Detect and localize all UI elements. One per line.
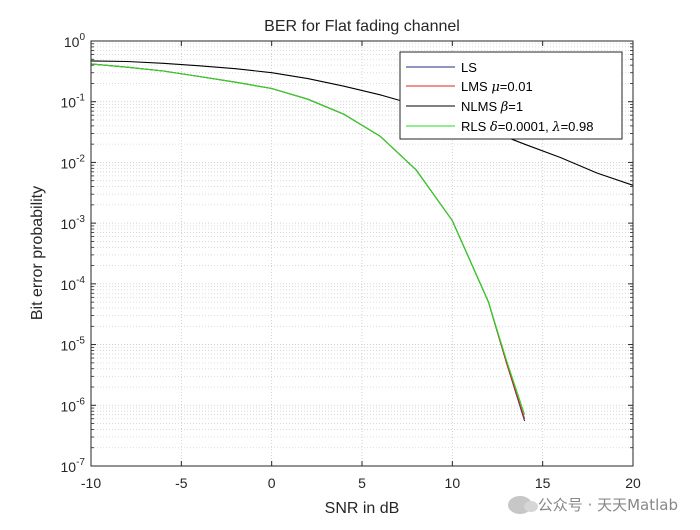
- legend-label-nlms: NLMS β=1: [461, 99, 523, 115]
- legend-label-rls: RLS δ=0.0001, λ=0.98: [461, 119, 593, 135]
- watermark: 公众号 · 天天Matlab: [507, 494, 678, 515]
- legend-item-rls: RLS δ=0.0001, λ=0.98: [406, 119, 593, 135]
- legend-item-nlms: NLMS β=1: [406, 99, 523, 115]
- series-rls-line: [90, 63, 526, 415]
- x-axis-label: SNR in dB: [325, 500, 400, 517]
- legend-label-ls: LS: [461, 60, 477, 75]
- y-tick-label: 10-2: [61, 153, 86, 171]
- legend: LS LMS μ=0.01 NLMS β=1 RLS δ=0.0001, λ=0…: [399, 51, 623, 140]
- legend-label-lms: LMS μ=0.01: [461, 79, 533, 95]
- y-tick-label: 10-6: [61, 396, 86, 414]
- y-tick-label: 10-3: [61, 214, 86, 232]
- x-tick-label: -5: [175, 475, 188, 491]
- chart-title: BER for Flat fading channel: [264, 18, 460, 35]
- y-axis-label: Bit error probability: [29, 186, 46, 320]
- x-tick-label: 20: [625, 475, 641, 491]
- y-tick-labels: 100 10-1 10-2 10-3 10-4 10-5 10-6 10-7: [61, 32, 86, 475]
- y-tick-label: 10-5: [61, 336, 86, 354]
- y-tick-label: 10-7: [61, 457, 86, 475]
- x-tick-label: 0: [268, 475, 276, 491]
- x-tick-label: 15: [535, 475, 551, 491]
- wechat-icon: [507, 495, 538, 514]
- y-tick-label: 100: [64, 32, 86, 50]
- watermark-text: 公众号 · 天天Matlab: [537, 496, 678, 514]
- x-tick-label: 5: [358, 475, 366, 491]
- x-tick-label: -10: [81, 475, 101, 491]
- y-tick-label: 10-1: [61, 93, 86, 111]
- x-tick-label: 10: [445, 475, 461, 491]
- series-layer: [90, 60, 634, 422]
- legend-item-lms: LMS μ=0.01: [406, 79, 533, 95]
- legend-item-ls: LS: [406, 60, 477, 75]
- series-nlms-line: [90, 60, 634, 186]
- y-tick-label: 10-4: [61, 275, 86, 293]
- x-tick-labels: -10 -5 0 5 10 15 20: [81, 475, 641, 491]
- tick-marks: [90, 40, 634, 467]
